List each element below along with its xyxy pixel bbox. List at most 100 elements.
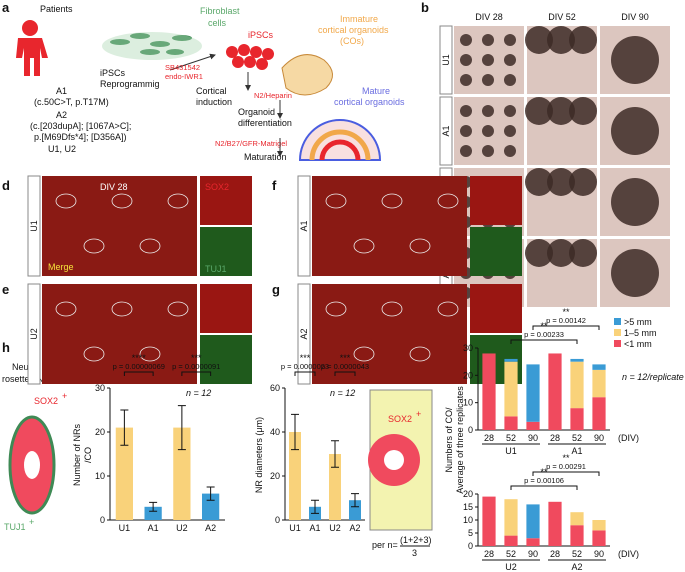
text: + xyxy=(29,517,34,527)
bar-segment xyxy=(592,530,606,546)
n-label: n = 12/replicate xyxy=(622,372,684,382)
column-header: DIV 28 xyxy=(475,12,503,22)
organoid xyxy=(504,74,516,86)
n-label: n = 12 xyxy=(186,388,211,398)
y-tick-label: 20 xyxy=(95,427,105,437)
organoid xyxy=(482,74,494,86)
significance-bracket xyxy=(510,485,578,490)
rosette-outline xyxy=(55,301,77,317)
panel-label: g xyxy=(272,282,280,297)
organoid xyxy=(547,26,575,54)
bar-segment xyxy=(548,501,562,546)
text: A2 xyxy=(56,110,67,120)
x-tick-label: 52 xyxy=(572,433,582,443)
organoid xyxy=(281,54,333,96)
error-bar xyxy=(351,493,359,508)
stars: ** xyxy=(540,467,548,477)
tuj1-image xyxy=(470,227,522,276)
bar xyxy=(202,493,220,520)
x-tick-label: 90 xyxy=(528,549,538,559)
row-label: A1 xyxy=(299,220,309,231)
panel-i: i NR diameters SOX2 + per n= (1+2+3) 3 xyxy=(237,340,433,558)
organoid xyxy=(482,54,494,66)
panel-label: h xyxy=(2,340,10,355)
row-label: U2 xyxy=(29,328,39,340)
row-label-box xyxy=(439,25,453,95)
bar-segment xyxy=(592,364,606,370)
y-tick-label: 20 xyxy=(463,489,473,499)
column-header: DIV 52 xyxy=(548,12,576,22)
y-tick-label: 20 xyxy=(270,471,280,481)
p-value: p = 0.0000043 xyxy=(321,362,369,371)
organoid xyxy=(569,97,597,125)
text: TUJ1 xyxy=(4,522,26,532)
text: SB431542 xyxy=(165,63,200,72)
rosette-outline xyxy=(437,193,459,209)
organoid xyxy=(569,239,597,267)
arrow xyxy=(169,53,216,71)
merge-image xyxy=(42,284,197,384)
organoid xyxy=(460,105,472,117)
p-value: p = 0.00142 xyxy=(546,316,586,325)
p-value: p = 0.0000091 xyxy=(172,362,220,371)
x-tick-label: 52 xyxy=(506,549,516,559)
y-axis-label: NR diameters (μm) xyxy=(254,417,264,493)
text: Fibroblast xyxy=(200,6,240,16)
x-tick-label: 28 xyxy=(550,549,560,559)
group-label: U2 xyxy=(505,562,517,572)
significance-bracket xyxy=(532,325,600,330)
organoid xyxy=(525,168,553,196)
bar xyxy=(173,427,191,520)
dish xyxy=(102,32,202,60)
label: TUJ1 xyxy=(205,264,227,274)
text: Mature xyxy=(362,86,390,96)
rosette-outline xyxy=(139,346,161,362)
rosette-outline xyxy=(409,238,431,254)
row-label: U1 xyxy=(29,220,39,232)
bar-segment xyxy=(504,361,518,417)
organoid xyxy=(547,239,575,267)
rosette-outline xyxy=(167,301,189,317)
y-tick-label: 0 xyxy=(100,515,105,525)
significance-bracket xyxy=(510,339,578,344)
organoid xyxy=(525,97,553,125)
p-value: p = 0.00291 xyxy=(546,462,586,471)
text: U1, U2 xyxy=(48,144,76,154)
organoid xyxy=(504,125,516,137)
rosette-outline xyxy=(409,346,431,362)
y-tick-label: 10 xyxy=(95,471,105,481)
x-tick-label: 28 xyxy=(484,433,494,443)
x-tick-label: A2 xyxy=(349,523,360,533)
text: iPSCs xyxy=(248,30,274,40)
organoid xyxy=(525,26,553,54)
x-tick-label: 90 xyxy=(528,433,538,443)
rosette-outline xyxy=(437,301,459,317)
bar-segment xyxy=(504,535,518,546)
y-axis-label: Number of NRs xyxy=(72,423,82,486)
stars: *** xyxy=(340,353,351,363)
group-label: A2 xyxy=(571,562,582,572)
panel-label: b xyxy=(421,0,429,15)
organoid xyxy=(569,26,597,54)
row-label: A2 xyxy=(299,328,309,339)
panel-label: f xyxy=(272,178,277,193)
organoid xyxy=(611,249,659,297)
panel-a: a Patients Fibroblast cells iPSCs Reprog… xyxy=(2,0,405,162)
text: Patients xyxy=(40,4,73,14)
legend-label: <1 mm xyxy=(624,339,652,349)
text: differentiation xyxy=(238,118,292,128)
significance-bracket xyxy=(294,371,316,376)
rosette-outline xyxy=(83,346,105,362)
x-tick-label: A1 xyxy=(148,523,159,533)
fibroblast-cells xyxy=(110,33,192,55)
legend-label: >5 mm xyxy=(624,317,652,327)
stars: *** xyxy=(191,353,202,363)
text: + xyxy=(62,391,67,401)
sox2-image xyxy=(470,284,522,333)
x-tick-label: 90 xyxy=(594,433,604,443)
bar-segment xyxy=(548,353,562,430)
y-tick-label: 0 xyxy=(468,541,473,551)
y-tick-label: 15 xyxy=(463,502,473,512)
x-tick-label: A2 xyxy=(205,523,216,533)
